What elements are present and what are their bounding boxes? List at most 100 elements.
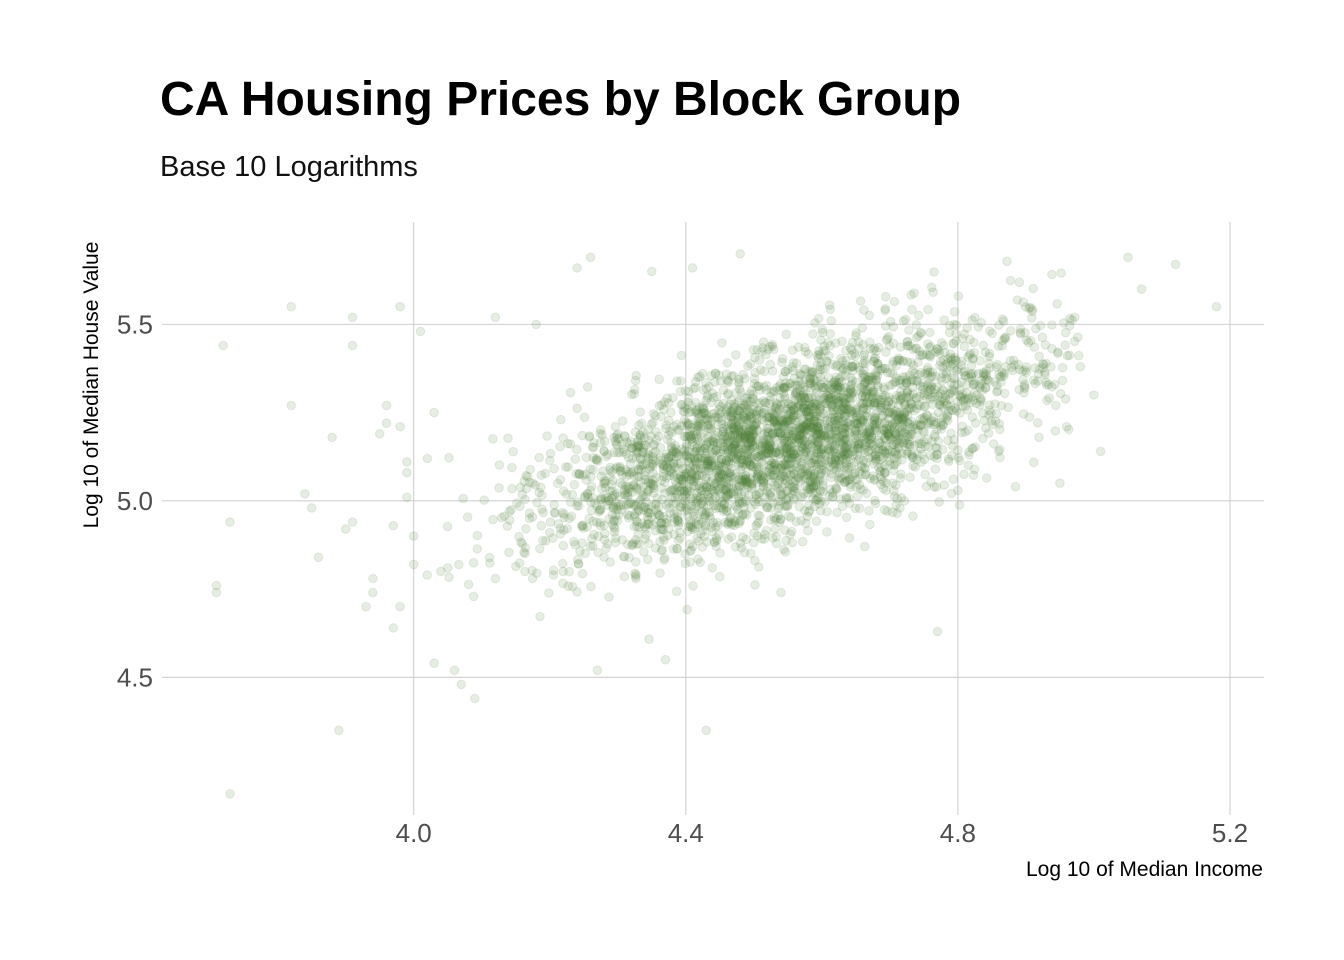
data-point <box>567 581 578 592</box>
data-point <box>595 517 606 528</box>
data-point <box>1052 348 1063 359</box>
data-point <box>682 604 692 615</box>
data-point <box>957 421 968 432</box>
data-point <box>1061 421 1072 432</box>
data-point <box>444 452 454 463</box>
data-point <box>992 387 1002 397</box>
data-point <box>884 407 895 418</box>
data-point <box>913 310 924 321</box>
data-point <box>704 381 714 392</box>
data-point <box>584 432 595 442</box>
data-point <box>820 497 830 507</box>
data-point <box>842 418 853 428</box>
data-point <box>875 471 886 482</box>
data-point <box>847 375 858 386</box>
data-point <box>857 425 867 436</box>
data-point <box>744 431 755 441</box>
data-point <box>880 441 891 451</box>
data-point <box>879 505 890 515</box>
data-point <box>627 453 638 464</box>
data-point <box>884 340 895 351</box>
data-point <box>1095 446 1106 457</box>
data-point <box>751 410 762 421</box>
data-point <box>795 424 806 435</box>
data-point <box>777 428 788 439</box>
data-point <box>622 509 633 520</box>
data-point <box>683 420 694 431</box>
data-point <box>643 475 654 485</box>
data-point <box>786 442 797 453</box>
data-point <box>676 471 686 482</box>
data-point <box>563 438 573 449</box>
data-point <box>887 408 898 419</box>
data-point <box>831 483 842 494</box>
data-point <box>870 495 880 506</box>
data-point <box>864 310 875 321</box>
data-point <box>980 383 991 394</box>
data-point <box>675 386 686 397</box>
data-point <box>746 503 756 513</box>
data-point <box>910 343 921 354</box>
data-point <box>536 482 546 493</box>
data-point <box>871 374 882 384</box>
data-point <box>898 316 909 326</box>
data-point <box>803 455 813 466</box>
data-point <box>712 465 723 475</box>
data-point <box>990 377 1000 387</box>
data-point <box>886 422 897 432</box>
data-point <box>583 492 593 503</box>
data-point <box>929 267 939 277</box>
data-point <box>804 505 815 516</box>
data-point <box>804 375 815 386</box>
data-point <box>694 402 705 413</box>
data-point <box>579 412 590 423</box>
data-point <box>673 520 684 531</box>
data-point <box>623 481 633 492</box>
data-point <box>846 461 857 472</box>
data-point <box>837 336 847 347</box>
data-point <box>524 508 535 519</box>
data-point <box>975 400 985 410</box>
data-point <box>930 431 940 442</box>
data-point <box>857 391 868 402</box>
data-point <box>732 449 743 460</box>
data-point <box>806 392 817 402</box>
data-point <box>415 326 426 337</box>
data-point <box>892 414 902 425</box>
data-point <box>902 341 912 351</box>
data-point <box>672 543 682 554</box>
data-point <box>634 420 644 431</box>
data-point <box>893 414 903 425</box>
data-point <box>722 468 733 479</box>
data-point <box>748 389 758 400</box>
data-point <box>734 424 744 435</box>
data-point <box>692 470 702 481</box>
data-point <box>622 539 633 550</box>
data-point <box>729 424 740 435</box>
data-point <box>613 429 623 439</box>
data-point <box>734 384 745 394</box>
data-point <box>837 501 848 512</box>
data-point <box>1024 412 1035 422</box>
data-point <box>959 469 969 480</box>
data-point <box>999 388 1010 399</box>
data-point <box>744 433 754 444</box>
data-point <box>816 464 827 475</box>
data-point <box>1089 390 1099 400</box>
data-point <box>797 443 808 453</box>
data-point <box>860 470 871 480</box>
data-point <box>898 356 909 366</box>
data-point <box>685 463 696 473</box>
data-point <box>705 513 716 524</box>
data-point <box>775 473 786 483</box>
data-point <box>1056 268 1066 278</box>
data-point <box>849 348 860 359</box>
data-point <box>671 498 681 509</box>
data-point <box>663 498 674 508</box>
data-point <box>640 502 651 513</box>
data-point <box>690 446 701 456</box>
data-point <box>984 351 995 362</box>
data-point <box>753 425 764 436</box>
data-point <box>575 546 585 557</box>
data-point <box>933 391 943 401</box>
